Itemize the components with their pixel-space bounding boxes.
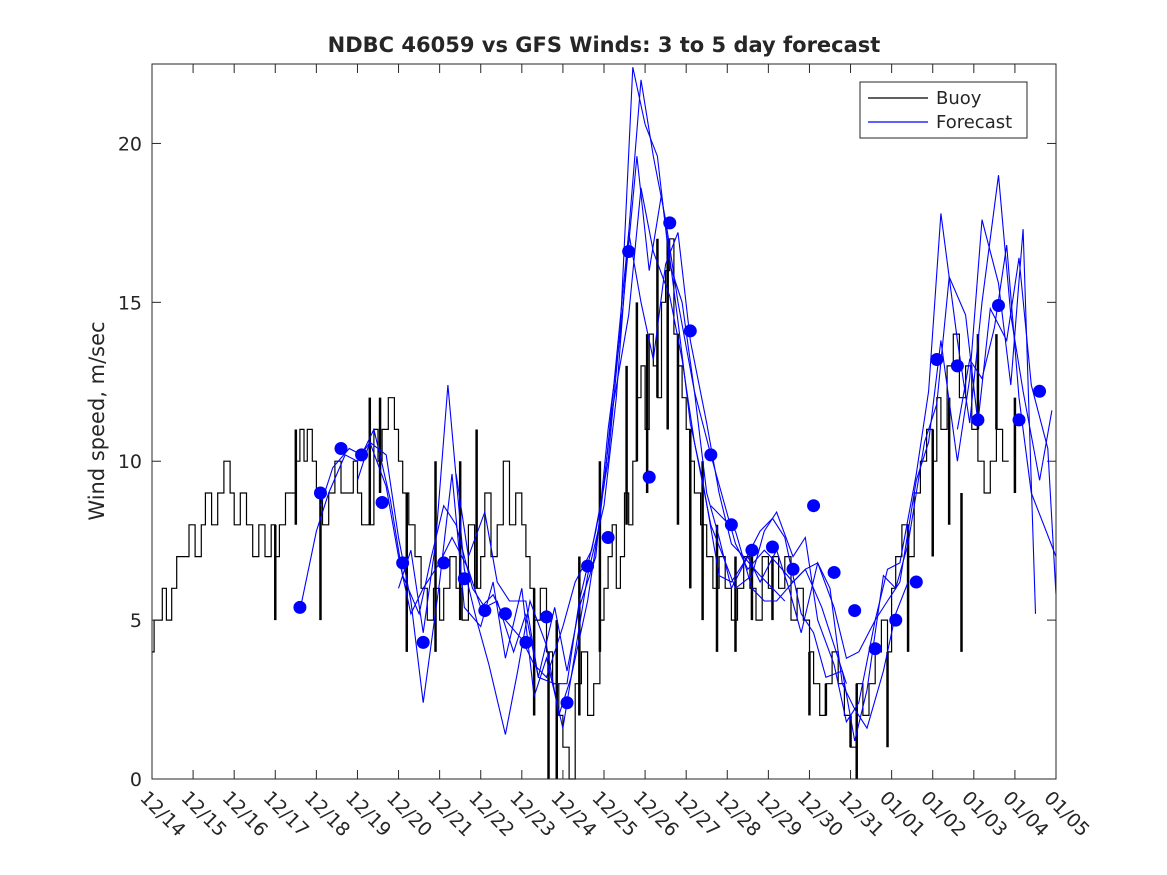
y-tick-label: 20 <box>118 133 142 155</box>
forecast-series-line <box>710 219 1037 660</box>
forecast-point <box>498 607 512 621</box>
forecast-point <box>457 572 471 586</box>
forecast-point <box>539 610 553 624</box>
forecast-point <box>848 604 862 618</box>
forecast-point <box>293 600 307 614</box>
legend-box <box>859 81 1028 139</box>
forecast-point <box>786 562 800 576</box>
forecast-point <box>765 540 779 554</box>
y-tick-label: 10 <box>118 451 142 473</box>
forecast-point <box>355 448 369 462</box>
forecast-point <box>704 448 718 462</box>
forecast-point <box>807 499 821 513</box>
forecast-series-line <box>397 175 1053 735</box>
forecast-point <box>396 556 410 570</box>
forecast-series-line <box>956 245 1057 557</box>
forecast-point <box>601 530 615 544</box>
forecast-point <box>827 565 841 579</box>
forecast-point <box>581 559 595 573</box>
forecast-series-line <box>299 232 786 679</box>
forecast-series-line <box>455 156 1057 742</box>
forecast-point <box>560 696 574 710</box>
forecast-point <box>416 635 430 649</box>
forecast-point <box>868 642 882 656</box>
y-tick-label: 0 <box>130 769 142 791</box>
forecast-point <box>622 244 636 258</box>
forecast-point <box>1012 413 1026 427</box>
forecast-point <box>683 324 697 338</box>
forecast-point <box>745 543 759 557</box>
y-tick-label: 5 <box>130 610 142 632</box>
legend-label-buoy: Buoy <box>936 88 982 109</box>
forecast-point <box>930 353 944 367</box>
forecast-point <box>334 442 348 456</box>
forecast-point <box>642 470 656 484</box>
forecast-point <box>663 216 677 230</box>
forecast-point <box>437 556 451 570</box>
forecast-point <box>519 635 533 649</box>
legend: Buoy Forecast <box>859 81 1028 139</box>
forecast-point <box>950 359 964 373</box>
forecast-point <box>971 413 985 427</box>
y-tick-label: 15 <box>118 292 142 314</box>
y-axis-label: Wind speed, m/sec <box>85 321 109 520</box>
forecast-point <box>991 299 1005 313</box>
forecast-point <box>313 486 327 500</box>
forecast-point <box>909 575 923 589</box>
forecast-point <box>724 518 738 532</box>
forecast-point <box>478 604 492 618</box>
legend-label-forecast: Forecast <box>936 112 1012 133</box>
forecast-point <box>375 496 389 510</box>
chart-title: NDBC 46059 vs GFS Winds: 3 to 5 day fore… <box>328 33 881 57</box>
forecast-point <box>889 613 903 627</box>
forecast-point <box>1033 384 1047 398</box>
plot-data <box>152 67 1057 780</box>
